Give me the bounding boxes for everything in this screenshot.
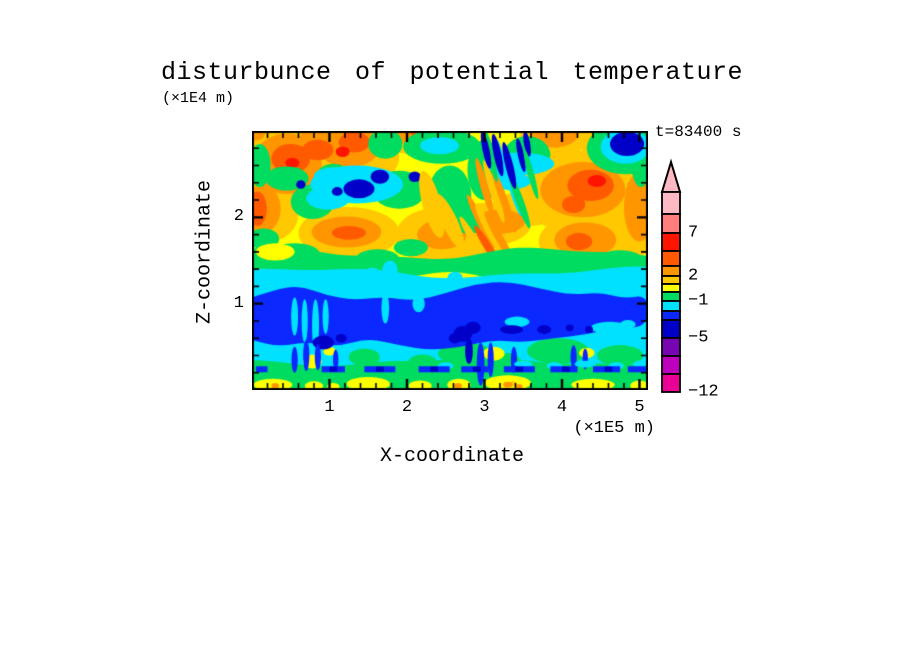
colorbar-segment (661, 232, 681, 252)
colorbar-segment (661, 373, 681, 393)
colorbar-segment (661, 319, 681, 339)
x-axis-title: X-coordinate (379, 445, 525, 468)
z-tick-label: 1 (233, 293, 244, 313)
plot-area (252, 131, 648, 390)
y-axis-unit: (×1E4 m) (162, 90, 235, 107)
chart-title: disturbunce of potential temperature (160, 58, 744, 87)
colorbar: 7 2 −1 −5 −12 (658, 158, 778, 402)
x-axis-unit: (×1E5 m) (573, 419, 655, 438)
colorbar-segment (661, 300, 681, 312)
colorbar-segment (661, 213, 681, 234)
colorbar-segment (661, 250, 681, 267)
colorbar-segment (661, 355, 681, 375)
colorbar-segment (661, 191, 681, 215)
x-tick-label: 3 (479, 398, 490, 417)
colorbar-segment (661, 291, 681, 302)
colorbar-segment (661, 310, 681, 321)
x-tick-label: 2 (401, 398, 413, 417)
colorbar-segment (661, 337, 681, 357)
time-label: t=83400 s (655, 123, 742, 141)
heatmap-canvas (252, 131, 648, 390)
colorbar-segment (661, 283, 681, 293)
colorbar-segment (661, 265, 681, 277)
colorbar-label: 2 (688, 266, 699, 286)
colorbar-label: −5 (688, 328, 709, 348)
x-tick-label: 4 (556, 398, 568, 417)
colorbar-label: −12 (688, 382, 719, 402)
colorbar-label: −1 (688, 291, 709, 311)
colorbar-label: 7 (688, 223, 699, 243)
colorbar-segment (661, 275, 681, 285)
x-tick-label: 1 (324, 398, 335, 417)
z-tick-label: 2 (233, 207, 244, 227)
colorbar-arrow-tip (660, 158, 682, 193)
x-tick-label: 5 (634, 398, 645, 417)
